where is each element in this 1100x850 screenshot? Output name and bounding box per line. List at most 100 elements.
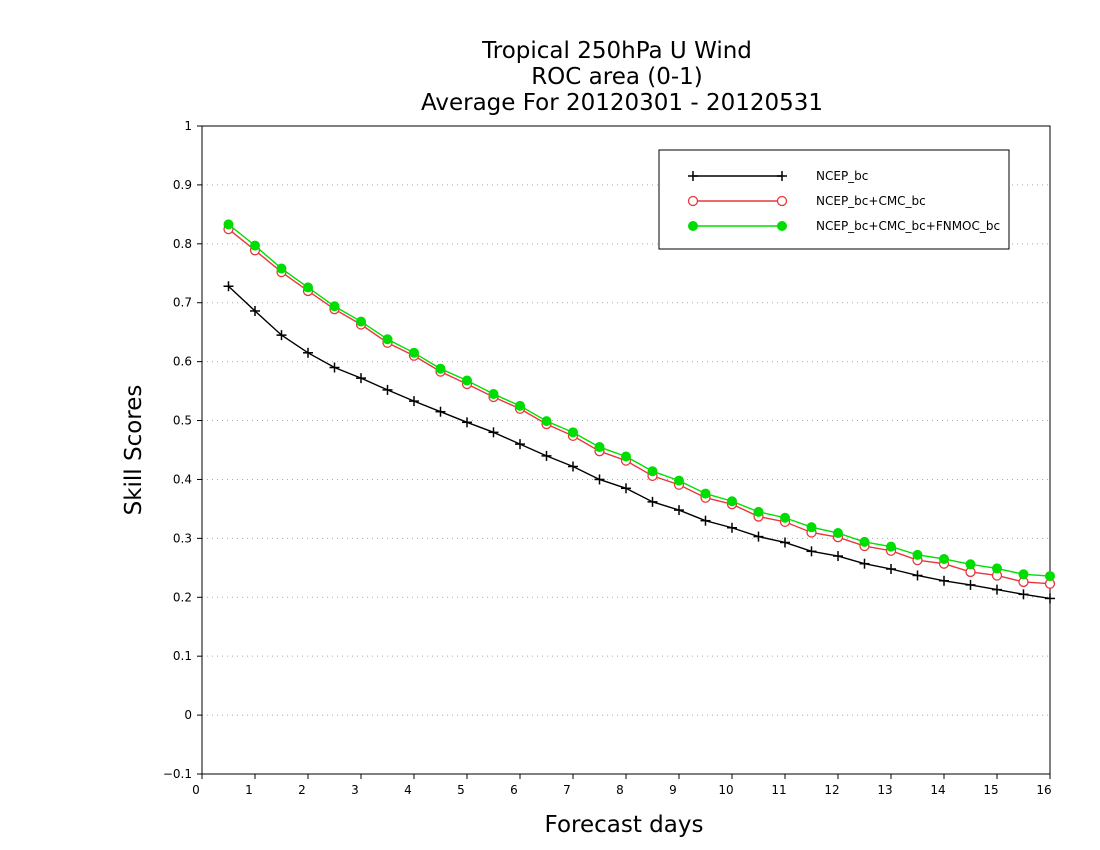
x-tick-label: 11 bbox=[771, 783, 786, 797]
y-tick-label: 0 bbox=[184, 708, 192, 722]
data-point bbox=[965, 559, 976, 570]
data-point bbox=[1045, 571, 1055, 582]
data-point bbox=[912, 570, 923, 581]
x-tick-label: 0 bbox=[192, 783, 200, 797]
data-point bbox=[515, 400, 525, 411]
x-tick-label: 5 bbox=[457, 783, 465, 797]
series-1 bbox=[223, 223, 1056, 589]
data-point bbox=[674, 505, 684, 516]
data-point bbox=[594, 474, 605, 485]
y-axis-label: Skill Scores bbox=[121, 385, 147, 516]
data-point bbox=[409, 396, 419, 407]
data-point bbox=[1018, 589, 1029, 600]
chart-title: Tropical 250hPa U Wind ROC area (0-1) Av… bbox=[421, 38, 823, 116]
data-point bbox=[939, 575, 949, 586]
data-point bbox=[886, 563, 896, 574]
data-point bbox=[594, 442, 605, 453]
data-point bbox=[250, 305, 260, 316]
legend-marker bbox=[687, 195, 699, 207]
y-tick-label: 0.8 bbox=[173, 237, 192, 251]
legend-label: NCEP_bc bbox=[816, 169, 868, 183]
x-tick-label: 13 bbox=[877, 783, 892, 797]
data-point bbox=[859, 536, 870, 547]
legend-label: NCEP_bc+CMC_bc bbox=[816, 194, 926, 208]
data-point bbox=[276, 330, 287, 341]
chart-title-line-1: Tropical 250hPa U Wind bbox=[481, 38, 752, 64]
x-tick-label: 15 bbox=[983, 783, 998, 797]
legend-entry: NCEP_bc bbox=[688, 169, 868, 183]
data-point bbox=[674, 475, 684, 486]
data-point bbox=[753, 506, 764, 517]
data-point bbox=[303, 347, 313, 358]
legend-marker bbox=[777, 221, 787, 231]
data-point bbox=[435, 363, 446, 374]
data-point bbox=[382, 334, 393, 345]
x-axis-label: Forecast days bbox=[545, 812, 704, 838]
data-point bbox=[647, 466, 658, 477]
data-point bbox=[462, 417, 472, 428]
data-point bbox=[250, 240, 260, 251]
series-line bbox=[228, 228, 1051, 585]
x-tick-label: 2 bbox=[298, 783, 306, 797]
data-point bbox=[833, 551, 843, 562]
data-point bbox=[753, 531, 764, 542]
x-tick-label: 7 bbox=[563, 783, 571, 797]
data-point bbox=[409, 347, 419, 358]
data-point bbox=[727, 496, 737, 507]
x-tick-label: 6 bbox=[510, 783, 518, 797]
data-point bbox=[329, 301, 340, 312]
y-tick-label: 0.5 bbox=[173, 414, 192, 428]
series-line bbox=[228, 285, 1051, 600]
legend-marker bbox=[777, 171, 787, 181]
y-tick-label: 0.3 bbox=[173, 531, 192, 545]
data-point bbox=[727, 522, 737, 533]
legend-entry: NCEP_bc+CMC_bc+FNMOC_bc bbox=[688, 219, 1000, 233]
data-point bbox=[886, 541, 896, 552]
data-point bbox=[435, 406, 446, 417]
x-tick-label: 8 bbox=[616, 783, 624, 797]
data-point bbox=[780, 537, 790, 548]
y-tick-label: 0.9 bbox=[173, 178, 192, 192]
data-point bbox=[223, 281, 234, 292]
data-point bbox=[1018, 569, 1029, 580]
y-tick-label: 0.2 bbox=[173, 590, 192, 604]
data-point bbox=[992, 563, 1002, 574]
data-point bbox=[621, 483, 631, 494]
data-point bbox=[356, 373, 366, 384]
data-point bbox=[303, 282, 313, 293]
x-tick-label: 1 bbox=[245, 783, 253, 797]
y-tick-label: 0.7 bbox=[173, 296, 192, 310]
y-tick-label: 0.6 bbox=[173, 355, 192, 369]
x-tick-label: 16 bbox=[1036, 783, 1051, 797]
data-point bbox=[700, 515, 711, 526]
data-point bbox=[223, 219, 234, 230]
legend-entry: NCEP_bc+CMC_bc bbox=[687, 194, 926, 208]
data-point bbox=[965, 579, 976, 590]
x-tick-label: 4 bbox=[404, 783, 412, 797]
legend-items: NCEP_bc NCEP_bc+CMC_bc NCEP_bc+CMC_bc+FNMO… bbox=[687, 169, 1000, 233]
legend-marker bbox=[688, 171, 698, 181]
x-axis-ticks: 0 1 2 3 4 5 6 7 8 9 10 11 12 13 14 15 16 bbox=[192, 774, 1052, 797]
data-point bbox=[329, 362, 340, 373]
x-tick-label: 10 bbox=[718, 783, 733, 797]
legend-marker bbox=[688, 221, 698, 231]
data-point bbox=[621, 451, 631, 462]
chart-title-line-2: ROC area (0-1) bbox=[531, 64, 703, 90]
grid-lines bbox=[202, 184, 1050, 716]
data-point bbox=[382, 384, 393, 395]
data-point bbox=[541, 450, 552, 461]
legend-marker bbox=[776, 195, 788, 207]
data-point bbox=[700, 488, 711, 499]
series-2 bbox=[223, 219, 1055, 582]
data-point bbox=[1045, 593, 1055, 604]
series-0 bbox=[223, 281, 1055, 604]
y-tick-label: −0.1 bbox=[163, 767, 192, 781]
data-point bbox=[806, 522, 817, 533]
series-layer bbox=[223, 219, 1056, 604]
data-point bbox=[356, 316, 366, 327]
data-point bbox=[541, 416, 552, 427]
data-point bbox=[992, 584, 1002, 595]
data-point bbox=[780, 512, 790, 523]
chart-title-line-3: Average For 20120301 - 20120531 bbox=[421, 90, 823, 116]
